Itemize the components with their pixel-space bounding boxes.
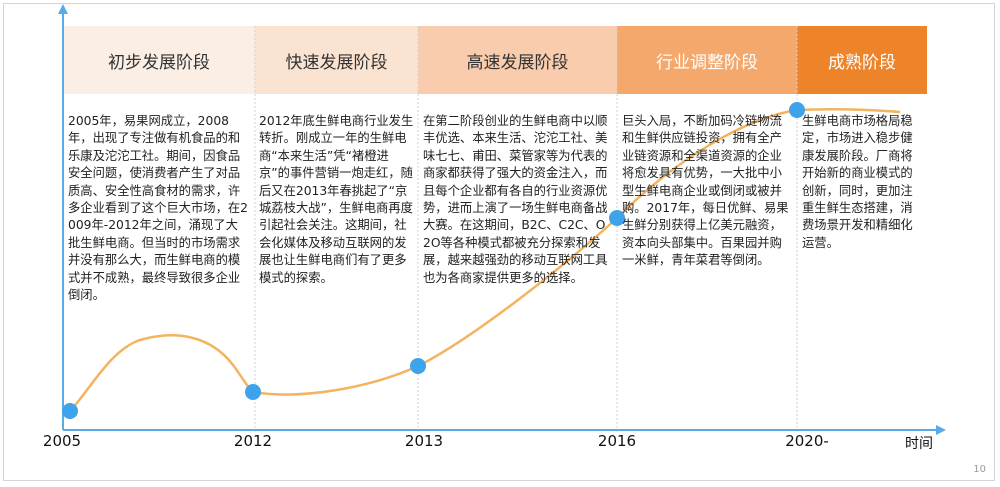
slide-frame (3, 3, 995, 481)
stage-description-1: 2005年，易果网成立，2008年，出现了专注做有机食品的和乐康及沱沱工社。期间… (68, 114, 248, 303)
year-label-2013: 2013 (404, 432, 444, 450)
stage-title-5: 成熟阶段 (828, 52, 896, 73)
stage-description-3: 在第二阶段创业的生鲜电商中以顺丰优选、本来生活、沱沱工社、美味七七、甫田、菜管家… (423, 114, 608, 285)
milestone-dot-2016 (609, 210, 625, 226)
stage-description-4: 巨头入局，不断加码冷链物流和生鲜供应链投资，拥有全产业链资源和全渠道资源的企业将… (622, 114, 789, 268)
page-number: 10 (973, 464, 986, 475)
year-label-2016: 2016 (597, 432, 637, 450)
stage-title-1: 初步发展阶段 (108, 52, 210, 73)
milestone-dot-2020 (789, 102, 805, 118)
year-label-2020: 2020- (785, 432, 829, 450)
stage-title-2: 快速发展阶段 (285, 52, 388, 73)
stage-description-5: 生鲜电商市场格局稳定，市场进入稳步健康发展阶段。厂商将开始新的商业模式的创新，同… (802, 114, 913, 250)
stage-band-1 (63, 26, 255, 94)
stage-title-4: 行业调整阶段 (656, 52, 758, 73)
stage-band-3 (418, 26, 617, 94)
stage-band-4 (617, 26, 797, 94)
growth-curve (69, 107, 901, 412)
year-label-2012: 2012 (233, 432, 273, 450)
horizontal-axis-arrow (936, 425, 946, 435)
year-label-2005: 2005 (42, 432, 82, 450)
time-axis-title: 时间 (905, 436, 933, 452)
stage-title-3: 高速发展阶段 (466, 52, 569, 73)
vertical-axis-arrow (58, 4, 68, 14)
stage-band-2 (255, 26, 418, 94)
milestone-dot-2012 (245, 384, 261, 400)
stage-band-5 (797, 26, 927, 94)
milestone-dot-2013 (410, 358, 426, 374)
milestone-dot-2005 (62, 403, 78, 419)
stage-description-2: 2012年底生鲜电商行业发生转折。刚成立一年的生鲜电商“本来生活”凭“褚橙进京”… (259, 114, 414, 285)
